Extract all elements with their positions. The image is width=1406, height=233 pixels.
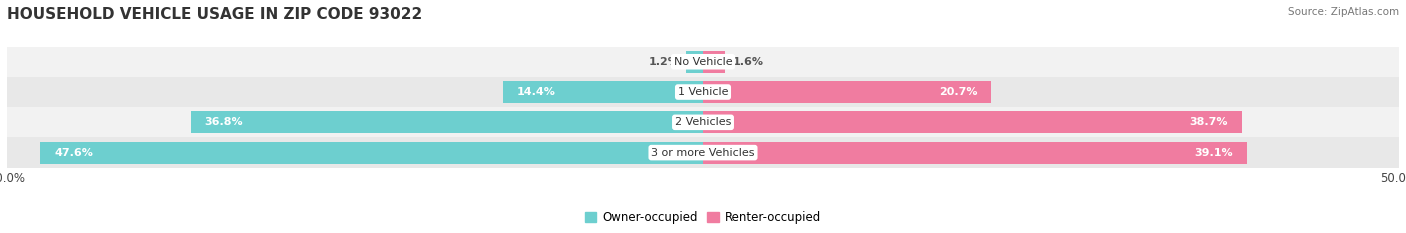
Text: 38.7%: 38.7% [1189, 117, 1227, 127]
Text: 47.6%: 47.6% [55, 148, 93, 158]
Text: 3 or more Vehicles: 3 or more Vehicles [651, 148, 755, 158]
Bar [703, 81, 991, 103]
Bar [703, 111, 1241, 133]
Text: 2 Vehicles: 2 Vehicles [675, 117, 731, 127]
Text: 1 Vehicle: 1 Vehicle [678, 87, 728, 97]
Bar [41, 142, 703, 164]
Legend: Owner-occupied, Renter-occupied: Owner-occupied, Renter-occupied [579, 206, 827, 229]
Text: HOUSEHOLD VEHICLE USAGE IN ZIP CODE 93022: HOUSEHOLD VEHICLE USAGE IN ZIP CODE 9302… [7, 7, 422, 22]
Text: 39.1%: 39.1% [1195, 148, 1233, 158]
Bar [502, 81, 703, 103]
Bar [7, 77, 1399, 107]
Text: 36.8%: 36.8% [205, 117, 243, 127]
Bar [191, 111, 703, 133]
Bar [7, 107, 1399, 137]
Bar [7, 137, 1399, 168]
Bar [7, 47, 1399, 77]
Text: Source: ZipAtlas.com: Source: ZipAtlas.com [1288, 7, 1399, 17]
Text: 1.2%: 1.2% [648, 57, 679, 67]
Text: 1.6%: 1.6% [733, 57, 763, 67]
Text: No Vehicle: No Vehicle [673, 57, 733, 67]
Bar [703, 51, 725, 73]
Text: 14.4%: 14.4% [516, 87, 555, 97]
Bar [686, 51, 703, 73]
Bar [703, 142, 1247, 164]
Text: 20.7%: 20.7% [939, 87, 977, 97]
